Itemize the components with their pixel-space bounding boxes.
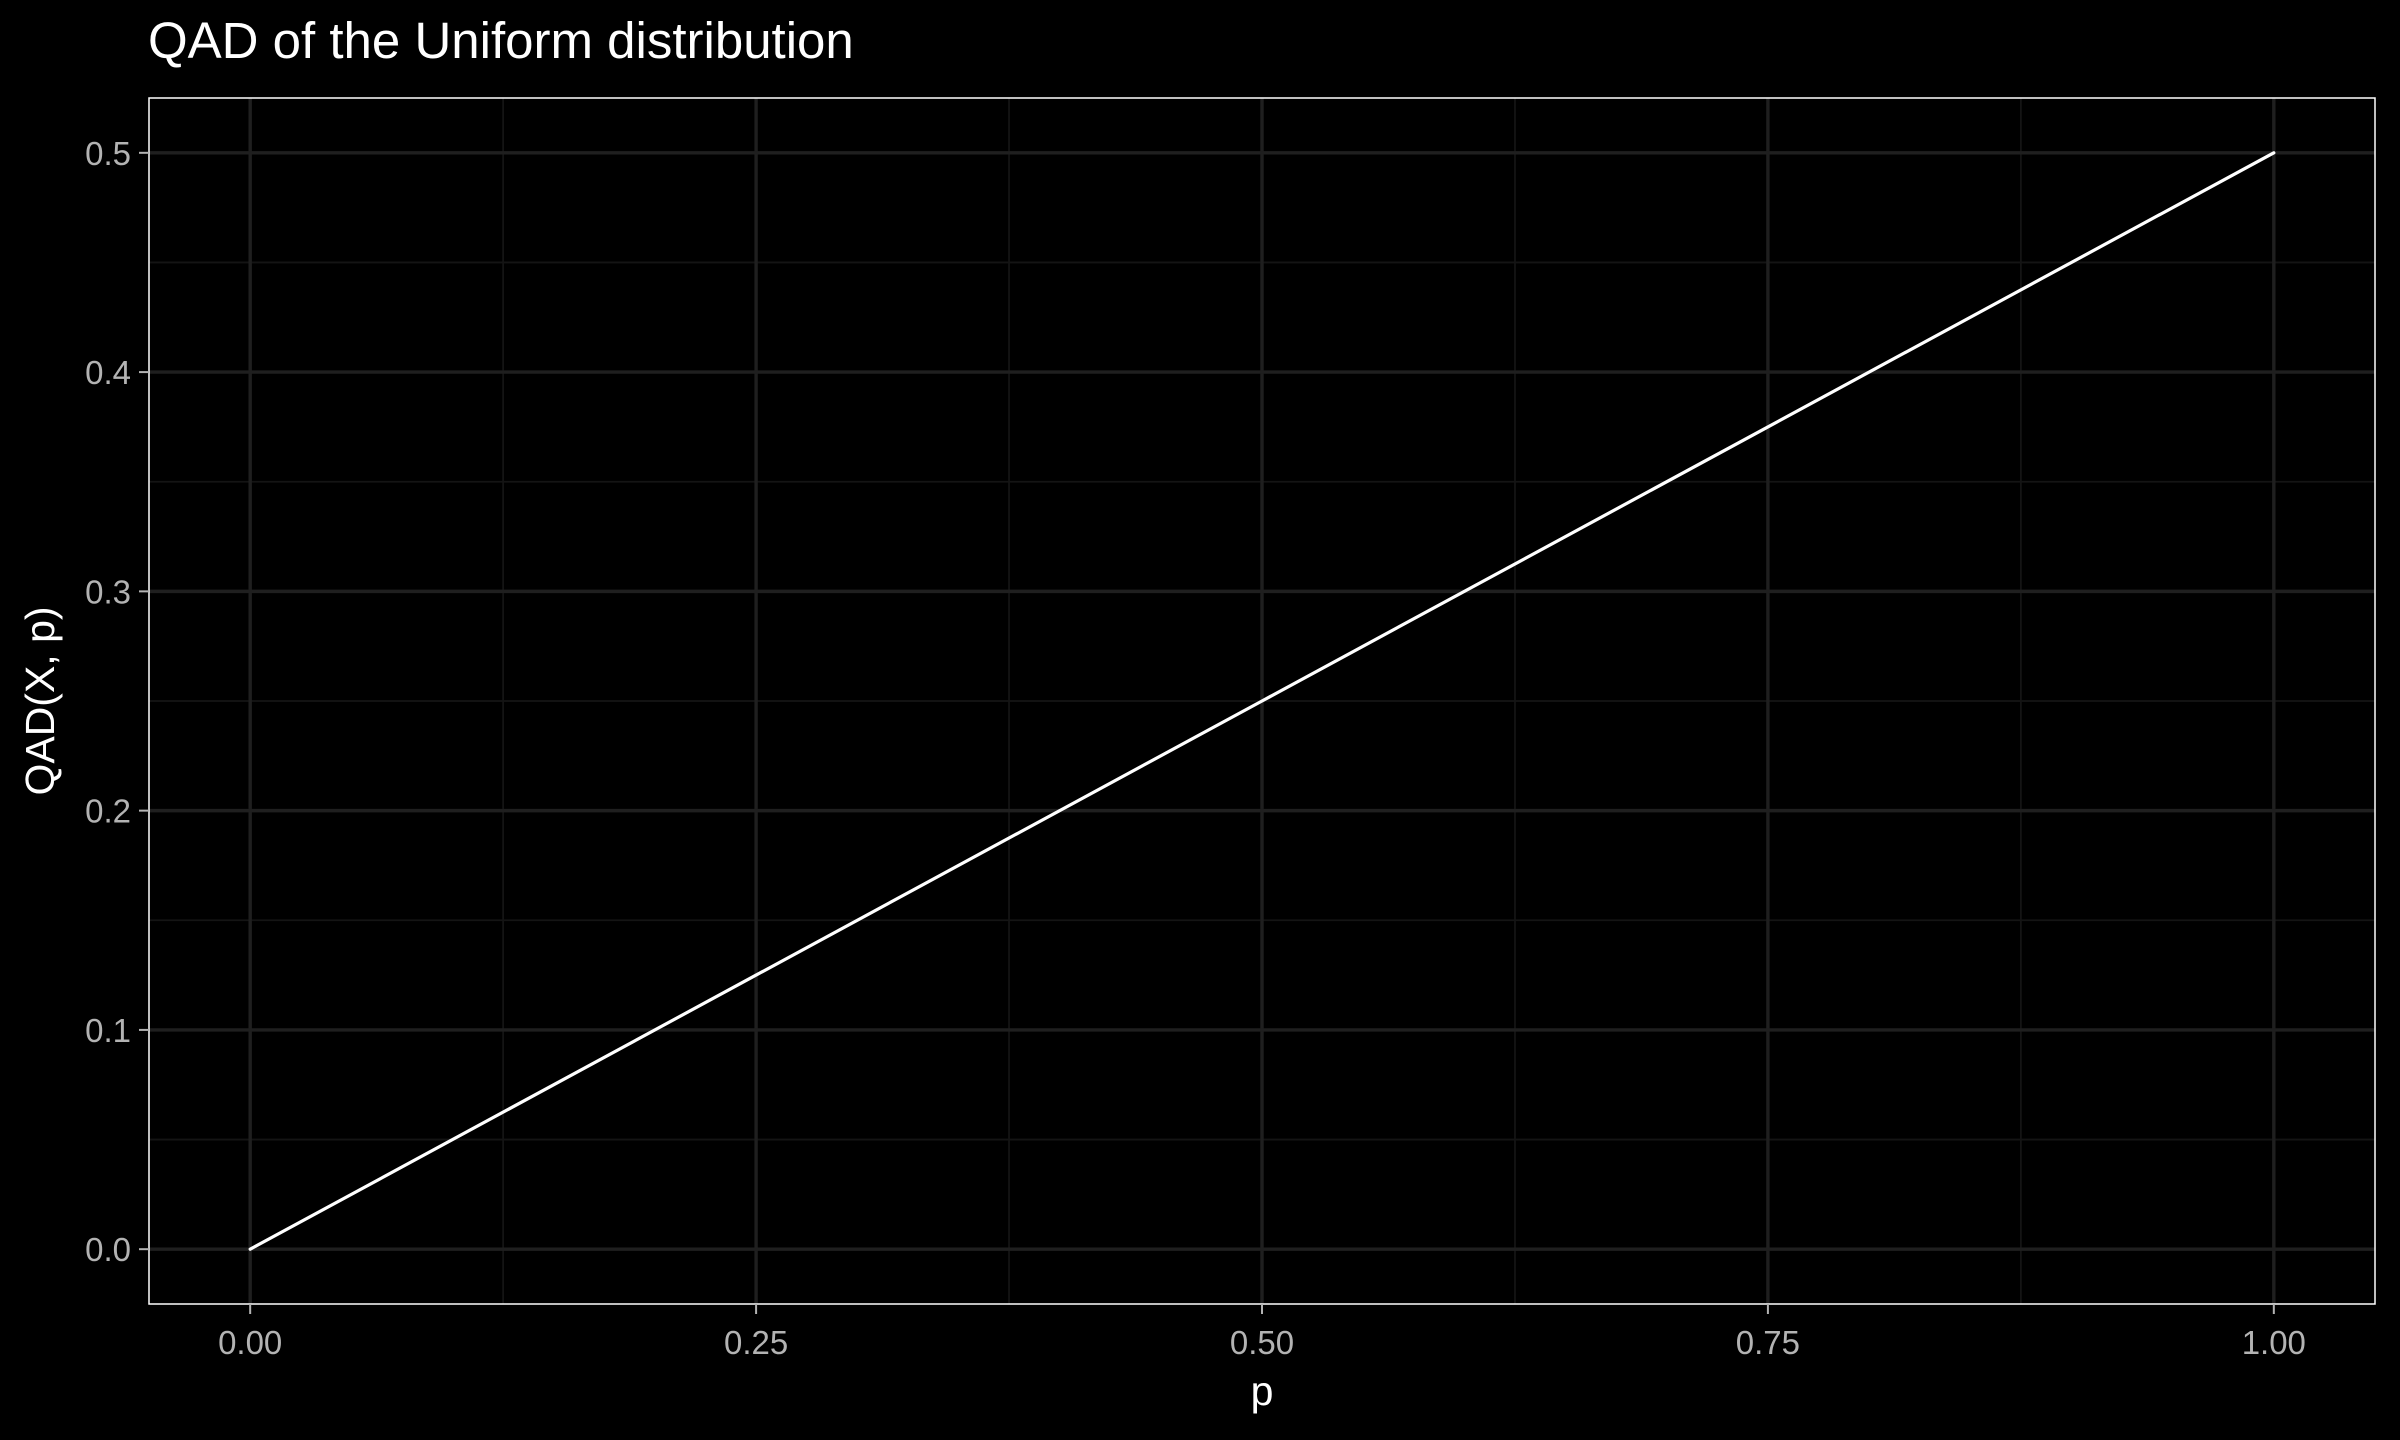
- x-axis-title: p: [1251, 1368, 1274, 1414]
- x-tick-label: 0.50: [1230, 1324, 1294, 1361]
- series-line: [248, 151, 2276, 1251]
- y-axis: 0.0 0.1 0.2 0.3 0.4 0.5: [85, 135, 149, 1268]
- x-tick-label: 1.00: [2242, 1324, 2306, 1361]
- x-tick-label: 0.75: [1736, 1324, 1800, 1361]
- grid-major: [149, 98, 2375, 1304]
- x-tick-label: 0.00: [218, 1324, 282, 1361]
- y-axis-title: QAD(X, p): [17, 606, 63, 795]
- x-tick-label: 0.25: [724, 1324, 788, 1361]
- chart-title: QAD of the Uniform distribution: [148, 12, 854, 69]
- y-tick-label: 0.2: [85, 793, 131, 830]
- series-layer: [248, 151, 2276, 1251]
- x-axis: 0.00 0.25 0.50 0.75 1.00: [218, 1304, 2306, 1361]
- y-tick-label: 0.0: [85, 1231, 131, 1268]
- y-tick-label: 0.3: [85, 573, 131, 610]
- y-tick-label: 0.1: [85, 1012, 131, 1049]
- y-tick-label: 0.5: [85, 135, 131, 172]
- y-tick-label: 0.4: [85, 354, 131, 391]
